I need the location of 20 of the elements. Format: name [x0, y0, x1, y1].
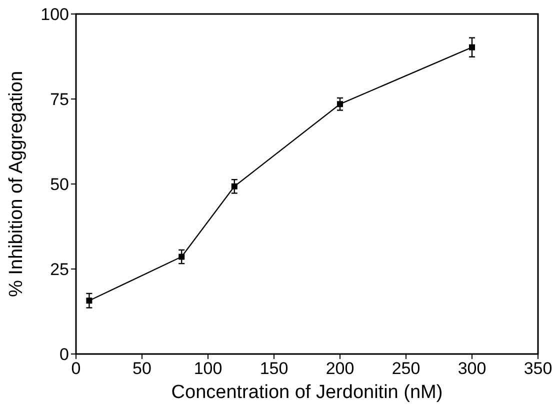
point — [337, 101, 343, 108]
point — [231, 183, 238, 190]
y-tick-label: 100 — [40, 4, 69, 24]
y-axis-title: % Inhibition of Aggregation — [6, 70, 27, 298]
point — [178, 254, 185, 260]
point — [469, 44, 475, 50]
x-axis-title: Concentration of Jerdonitin (nM) — [171, 382, 443, 403]
x-tick-label: 300 — [458, 359, 486, 378]
y-tick-label: 50 — [50, 174, 69, 194]
y-tick-label: 75 — [50, 90, 69, 109]
x-tick-label: 50 — [132, 359, 152, 378]
x-tick-label: 150 — [260, 359, 288, 378]
x-tick-label: 250 — [392, 359, 420, 378]
x-tick-label: 350 — [524, 359, 552, 378]
x-tick-label: 100 — [194, 359, 222, 378]
point — [86, 298, 92, 304]
x-tick-label: 200 — [326, 359, 354, 378]
y-tick-label: 0 — [60, 344, 69, 364]
x-tick-label: 0 — [71, 359, 81, 378]
y-tick-label: 25 — [50, 260, 69, 279]
